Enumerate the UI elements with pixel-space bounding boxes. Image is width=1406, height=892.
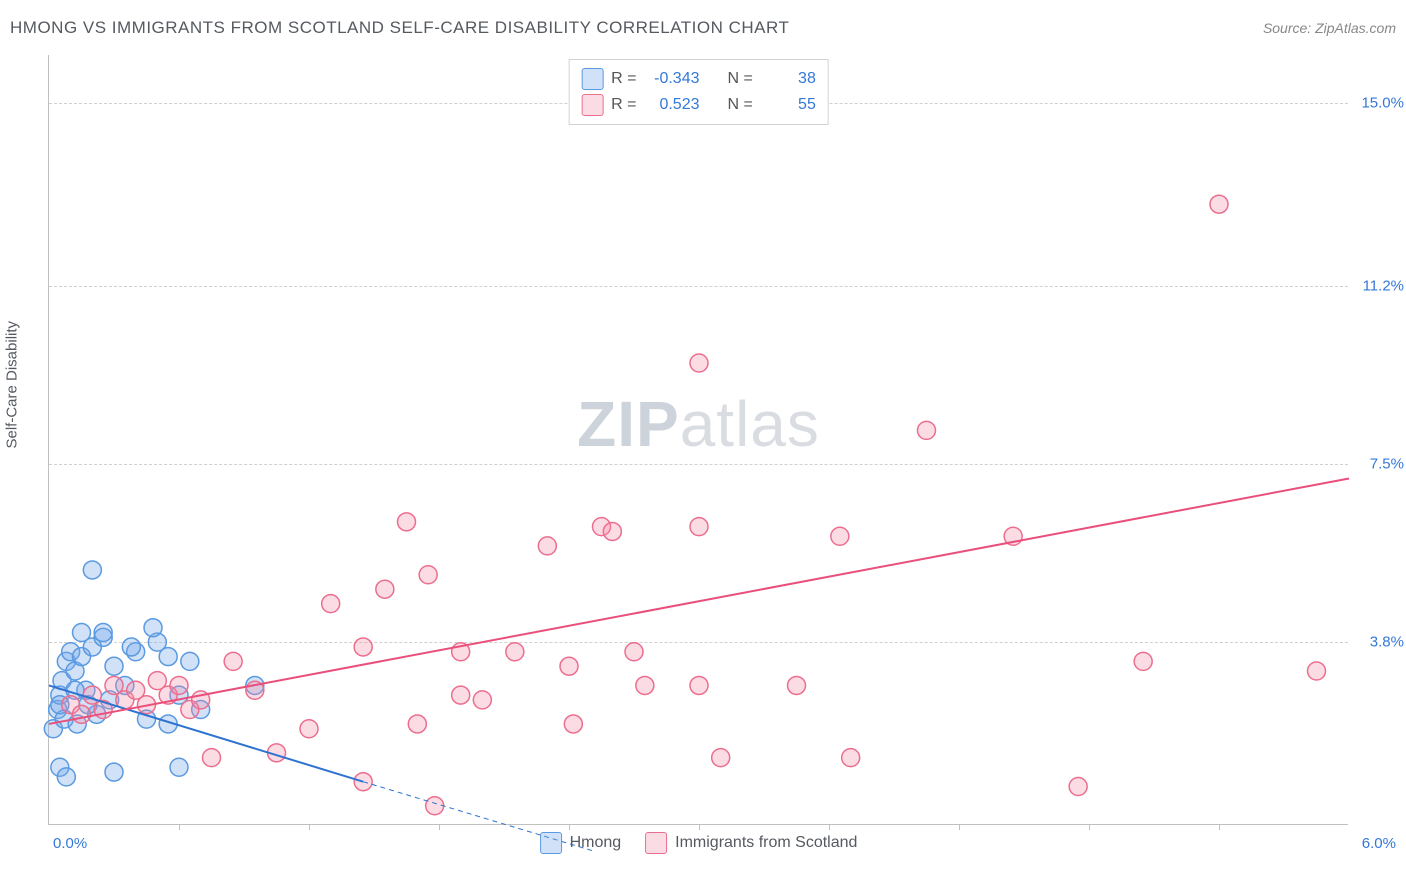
r-label: R = (611, 70, 636, 88)
x-axis-max-label: 6.0% (1362, 835, 1396, 852)
legend-label-hmong: Hmong (570, 834, 622, 852)
r-value-hmong: -0.343 (645, 70, 700, 88)
legend-item-hmong: Hmong (540, 832, 622, 854)
swatch-hmong (581, 68, 603, 90)
n-value-scotland: 55 (761, 96, 816, 114)
stats-legend-row-hmong: R = -0.343 N = 38 (581, 66, 816, 92)
r-value-scotland: 0.523 (645, 96, 700, 114)
chart-plot-area: ZIPatlas 3.8%7.5%11.2%15.0% R = -0.343 N… (48, 55, 1348, 825)
y-tick-label: 11.2% (1363, 278, 1404, 295)
y-tick-label: 7.5% (1370, 456, 1404, 473)
legend-item-scotland: Immigrants from Scotland (645, 832, 857, 854)
series-legend: Hmong Immigrants from Scotland (540, 832, 858, 854)
n-label: N = (728, 70, 753, 88)
legend-label-scotland: Immigrants from Scotland (675, 834, 857, 852)
y-tick-label: 3.8% (1370, 634, 1404, 651)
x-axis-min-label: 0.0% (53, 835, 87, 852)
swatch-hmong (540, 832, 562, 854)
n-value-hmong: 38 (761, 70, 816, 88)
chart-source: Source: ZipAtlas.com (1263, 20, 1396, 36)
chart-title: HMONG VS IMMIGRANTS FROM SCOTLAND SELF-C… (10, 18, 789, 38)
stats-legend-box: R = -0.343 N = 38 R = 0.523 N = 55 (568, 59, 829, 125)
scatter-plot-svg (49, 55, 1348, 824)
swatch-scotland (645, 832, 667, 854)
stats-legend-row-scotland: R = 0.523 N = 55 (581, 92, 816, 118)
r-label: R = (611, 96, 636, 114)
y-tick-label: 15.0% (1361, 95, 1404, 112)
y-axis-label: Self-Care Disability (4, 321, 21, 449)
chart-header: HMONG VS IMMIGRANTS FROM SCOTLAND SELF-C… (10, 18, 1396, 38)
swatch-scotland (581, 94, 603, 116)
n-label: N = (728, 96, 753, 114)
